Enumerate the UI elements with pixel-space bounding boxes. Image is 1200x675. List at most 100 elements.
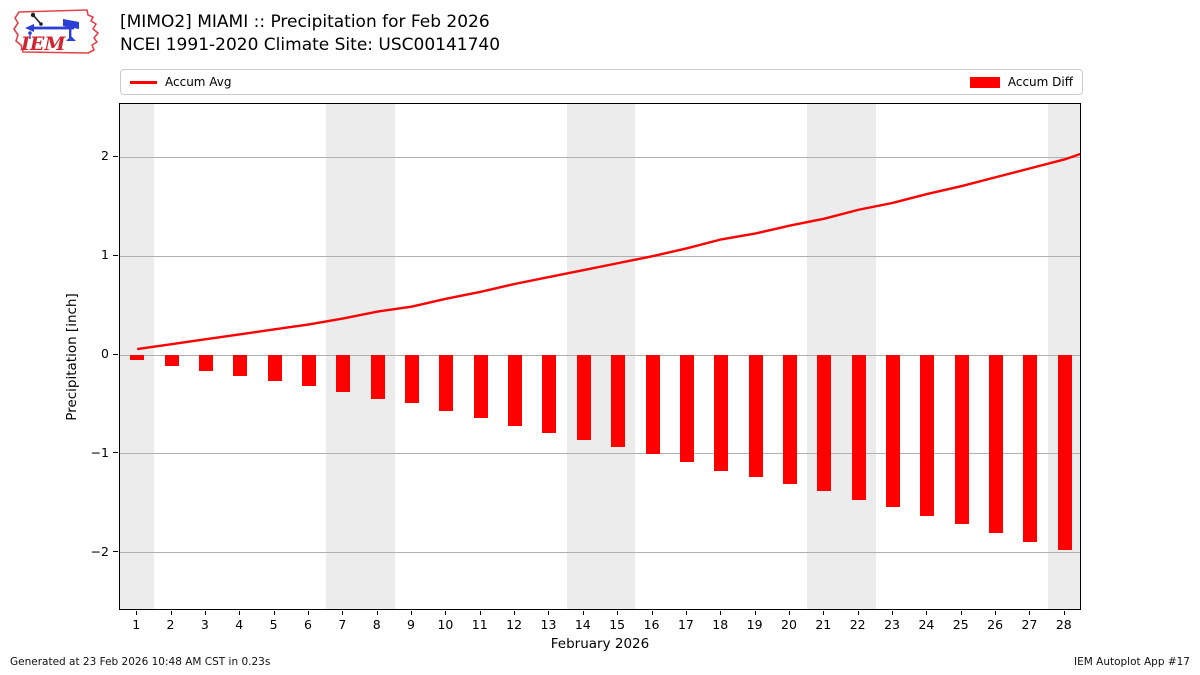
x-tick (960, 611, 962, 615)
x-tick-label: 13 (540, 617, 557, 632)
x-tick (273, 611, 275, 615)
x-tick (857, 611, 859, 615)
x-tick-label: 11 (471, 617, 488, 632)
accum-diff-bar (989, 355, 1004, 533)
x-tick (411, 611, 413, 615)
legend-item-accum-avg: Accum Avg (130, 75, 232, 89)
y-tick (113, 551, 118, 553)
accum-diff-bar (198, 355, 213, 371)
x-tick-label: 2 (166, 617, 175, 632)
x-tick-label: 1 (132, 617, 141, 632)
x-tick (823, 611, 825, 615)
line-swatch-icon (130, 80, 157, 84)
accum-diff-bar (336, 355, 351, 392)
x-tick (204, 611, 206, 615)
accum-diff-bar (679, 355, 694, 462)
footer-generated-text: Generated at 23 Feb 2026 10:48 AM CST in… (10, 656, 271, 668)
x-tick (892, 611, 894, 615)
x-tick-label: 17 (677, 617, 694, 632)
x-tick (376, 611, 378, 615)
accum-diff-bar (954, 355, 969, 525)
x-tick-label: 14 (574, 617, 591, 632)
logo-text: IEM (20, 33, 66, 55)
accum-diff-bar (473, 355, 488, 419)
footer-app-text: IEM Autoplot App #17 (1074, 656, 1190, 668)
y-tick-label: −2 (90, 543, 109, 559)
x-tick-label: 25 (952, 617, 969, 632)
x-tick-label: 24 (918, 617, 935, 632)
x-tick-label: 22 (849, 617, 866, 632)
accum-diff-bar (267, 355, 282, 381)
accum-diff-bar (130, 355, 145, 360)
x-tick (754, 611, 756, 615)
accum-diff-bar (645, 355, 660, 454)
plot-area (119, 103, 1081, 610)
accum-diff-bar (748, 355, 763, 477)
x-axis-label: February 2026 (550, 636, 650, 652)
x-tick (445, 611, 447, 615)
bar-swatch-icon (969, 76, 1000, 88)
x-tick-label: 21 (815, 617, 832, 632)
y-tick-label: 0 (101, 346, 109, 362)
x-tick (582, 611, 584, 615)
x-tick-label: 6 (303, 617, 312, 632)
gridline (120, 354, 1080, 356)
y-tick-label: −1 (90, 444, 109, 460)
accum-diff-bar (233, 355, 248, 376)
x-tick-label: 9 (407, 617, 415, 632)
legend: Accum Avg Accum Diff (120, 69, 1083, 95)
x-tick-label: 3 (200, 617, 209, 632)
x-tick-label: 16 (643, 617, 660, 632)
x-tick (479, 611, 481, 615)
x-tick-label: 12 (506, 617, 523, 632)
legend-label-accum-diff: Accum Diff (1007, 75, 1073, 89)
x-tick-label: 4 (235, 617, 244, 632)
accum-diff-bar (714, 355, 729, 471)
accum-diff-bar (817, 355, 832, 492)
x-tick (926, 611, 928, 615)
accum-diff-bar (782, 355, 797, 485)
x-tick (995, 611, 997, 615)
x-tick-label: 7 (338, 617, 347, 632)
x-tick-label: 8 (372, 617, 381, 632)
chart-title-line2: NCEI 1991-2020 Climate Site: USC00141740 (120, 35, 501, 55)
legend-item-accum-diff: Accum Diff (969, 75, 1073, 89)
accum-diff-bar (370, 355, 385, 399)
iem-logo: IEM (13, 9, 99, 55)
x-tick (617, 611, 619, 615)
accum-diff-bar (164, 355, 179, 366)
y-tick (113, 254, 118, 256)
legend-label-accum-avg: Accum Avg (165, 75, 232, 89)
x-tick (720, 611, 722, 615)
x-tick (307, 611, 309, 615)
accum-diff-bar (405, 355, 420, 404)
accum-diff-bar (508, 355, 523, 427)
y-tick-label: 2 (101, 148, 109, 164)
x-tick-label: 20 (781, 617, 797, 632)
accum-diff-bar (1057, 355, 1072, 550)
accum-diff-bar (301, 355, 316, 386)
accum-diff-bar (886, 355, 901, 508)
weather-vane-icon (25, 12, 79, 41)
x-tick-label: 5 (269, 617, 278, 632)
x-tick (239, 611, 241, 615)
x-tick-label: 15 (609, 617, 626, 632)
x-tick (651, 611, 653, 615)
accum-diff-bar (611, 355, 626, 447)
x-tick (342, 611, 344, 615)
accum-diff-bar (576, 355, 591, 440)
accum-diff-bar (851, 355, 866, 501)
x-tick (136, 611, 138, 615)
accum-diff-bar (542, 355, 557, 434)
gridline (120, 156, 1080, 158)
accum-diff-bar (1023, 355, 1038, 542)
x-tick (548, 611, 550, 615)
chart-title-line1: [MIMO2] MIAMI :: Precipitation for Feb 2… (120, 12, 490, 32)
x-tick-label: 23 (884, 617, 900, 632)
x-tick (788, 611, 790, 615)
x-tick-label: 19 (746, 617, 763, 632)
y-tick (113, 353, 118, 355)
y-tick (113, 452, 118, 454)
gridline (120, 453, 1080, 455)
